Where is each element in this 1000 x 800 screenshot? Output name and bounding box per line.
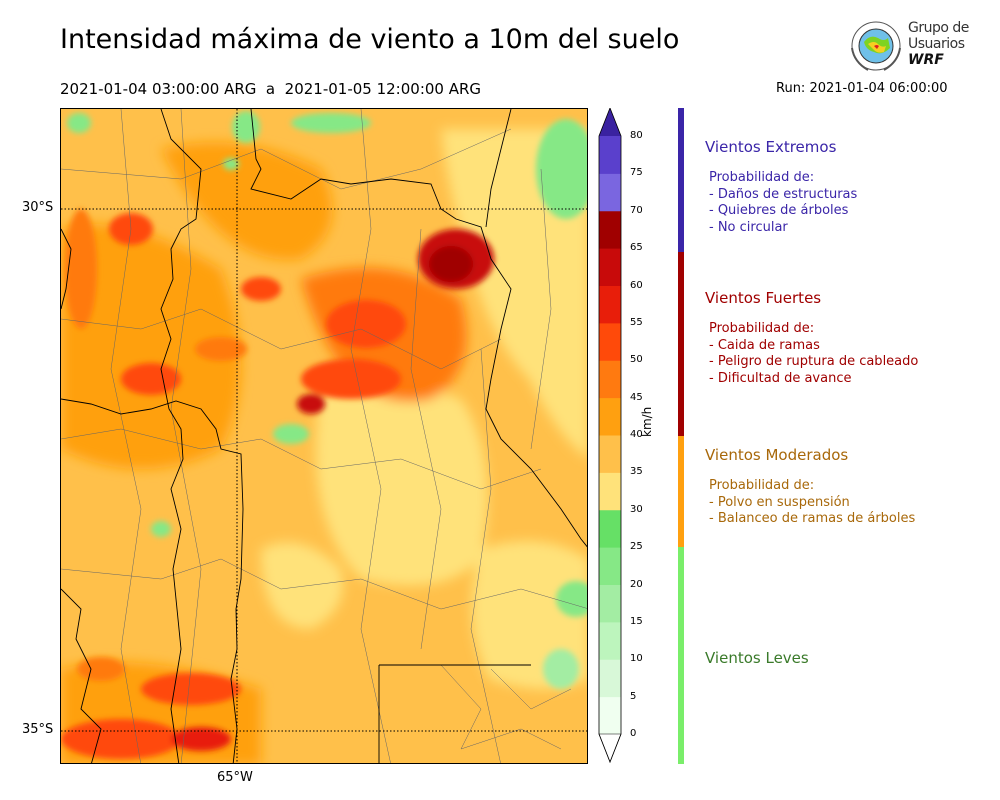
colorbar-under-triangle: [598, 733, 622, 763]
colorbar-segment: [599, 322, 621, 361]
colorbar-tick-label: 25: [630, 541, 643, 553]
colorbar-outline: [598, 108, 622, 764]
wind-field-strong: [61, 209, 494, 759]
category-line: - Daños de estructuras: [709, 186, 858, 202]
colorbar-segment: [599, 696, 621, 735]
colorbar-segment: [599, 621, 621, 660]
colorbar-tick-label: 20: [630, 578, 643, 590]
colorbar-tick-label: 70: [630, 204, 643, 216]
colorbar-segment: [599, 584, 621, 623]
category-description: Probabilidad de: - Caida de ramas - Peli…: [709, 321, 918, 387]
wind-map-canvas: [61, 109, 587, 763]
lat-label-30s: 30°S: [22, 200, 54, 215]
graticule: [61, 109, 587, 763]
category-description: Probabilidad de: - Polvo en suspensión -…: [709, 478, 915, 528]
category-bar-fuertes: [678, 252, 684, 436]
wind-field-light: [67, 111, 587, 689]
colorbar-tick-label: 15: [630, 615, 643, 627]
border-cordoba-santa-fe: [250, 109, 587, 548]
category-extremos: Vientos Extremos Probabilidad de: - Daño…: [705, 138, 857, 236]
category-fuertes: Vientos Fuertes Probabilidad de: - Caida…: [705, 289, 918, 387]
category-line: - Dificultad de avance: [709, 370, 852, 386]
colorbar-segment: [599, 136, 621, 174]
border-san-juan-la-rioja: [160, 109, 202, 763]
colorbar-unit: km/h: [640, 406, 654, 437]
colorbar-segment: [599, 659, 621, 698]
colorbar-tick-label: 60: [630, 279, 643, 291]
colorbar-segment: [599, 210, 621, 249]
category-moderados: Vientos Moderados Probabilidad de: - Pol…: [705, 446, 915, 528]
category-line: - Peligro de ruptura de cableado: [709, 354, 919, 369]
category-name: Vientos Leves: [705, 649, 809, 667]
colorbar-tick-label: 10: [630, 653, 643, 665]
border-mendoza-fragment: [61, 588, 102, 763]
colorbar-segment: [599, 509, 621, 548]
colorbar-segment: [599, 360, 621, 399]
colorbar-segment: [599, 397, 621, 436]
colorbar-tick-label: 5: [630, 690, 637, 702]
category-line: - Quiebres de árboles: [709, 203, 849, 218]
colorbar-segment: [599, 472, 621, 511]
colorbar-segment: [599, 435, 621, 473]
province-boundaries: [61, 109, 587, 763]
colorbar: [598, 108, 622, 764]
category-name: Vientos Moderados: [705, 446, 849, 464]
category-description: Probabilidad de: - Daños de estructuras …: [709, 170, 857, 236]
category-line: Probabilidad de:: [709, 321, 815, 336]
category-line: - Balanceo de ramas de árboles: [709, 511, 916, 526]
wrf-logo: Grupo de Usuarios WRF: [848, 18, 978, 74]
run-timestamp: Run: 2021-01-04 06:00:00: [776, 81, 948, 96]
colorbar-tick-label: 40: [630, 429, 643, 440]
colorbar-tick-label: 35: [630, 466, 643, 478]
category-line: Probabilidad de:: [709, 170, 815, 185]
colorbar-tick-label: 80: [630, 130, 643, 141]
colorbar-tick-label: 0: [630, 728, 637, 739]
colorbar-tick-label: 30: [630, 503, 643, 515]
colorbar-segment: [599, 173, 621, 212]
colorbar-tick-label: 65: [630, 242, 643, 254]
category-line: - Polvo en suspensión: [709, 494, 850, 510]
map-title: Intensidad máxima de viento a 10m del su…: [60, 24, 680, 55]
category-line: - No circular: [709, 219, 788, 235]
category-line: - Caida de ramas: [709, 337, 820, 353]
forecast-period: 2021-01-04 03:00:00 ARG a 2021-01-05 12:…: [60, 80, 482, 98]
wind-map: [60, 108, 588, 764]
colorbar-segment: [599, 248, 621, 286]
colorbar-tick-label: 45: [630, 391, 643, 403]
colorbar-tick-label: 75: [630, 167, 643, 179]
category-name: Vientos Extremos: [705, 138, 837, 156]
district-boundaries: [61, 109, 587, 763]
border-cordoba-san-luis: [61, 398, 244, 763]
globe-emblem-icon: [851, 21, 901, 71]
category-bar-extremos: [678, 108, 684, 252]
category-leves: Vientos Leves: [705, 649, 809, 667]
category-bar-moderados: [678, 436, 684, 547]
logo-text-line2: Usuarios: [908, 36, 965, 52]
colorbar-tick-label: 50: [630, 354, 643, 366]
category-bar-leves: [678, 547, 684, 764]
colorbar-segment: [599, 547, 621, 585]
border-santiago-santa-fe: [485, 109, 512, 228]
colorbar-tick-label: 55: [630, 316, 643, 328]
colorbar-over-triangle: [599, 108, 621, 136]
logo-text-line3: WRF: [908, 52, 944, 68]
lat-label-35s: 35°S: [22, 722, 54, 737]
lon-label-65w: 65°W: [217, 770, 253, 785]
logo-text-line1: Grupo de: [908, 20, 969, 36]
colorbar-segment: [599, 285, 621, 324]
category-name: Vientos Fuertes: [705, 289, 822, 307]
border-west-fragment: [61, 228, 72, 310]
category-line: Probabilidad de:: [709, 478, 815, 493]
